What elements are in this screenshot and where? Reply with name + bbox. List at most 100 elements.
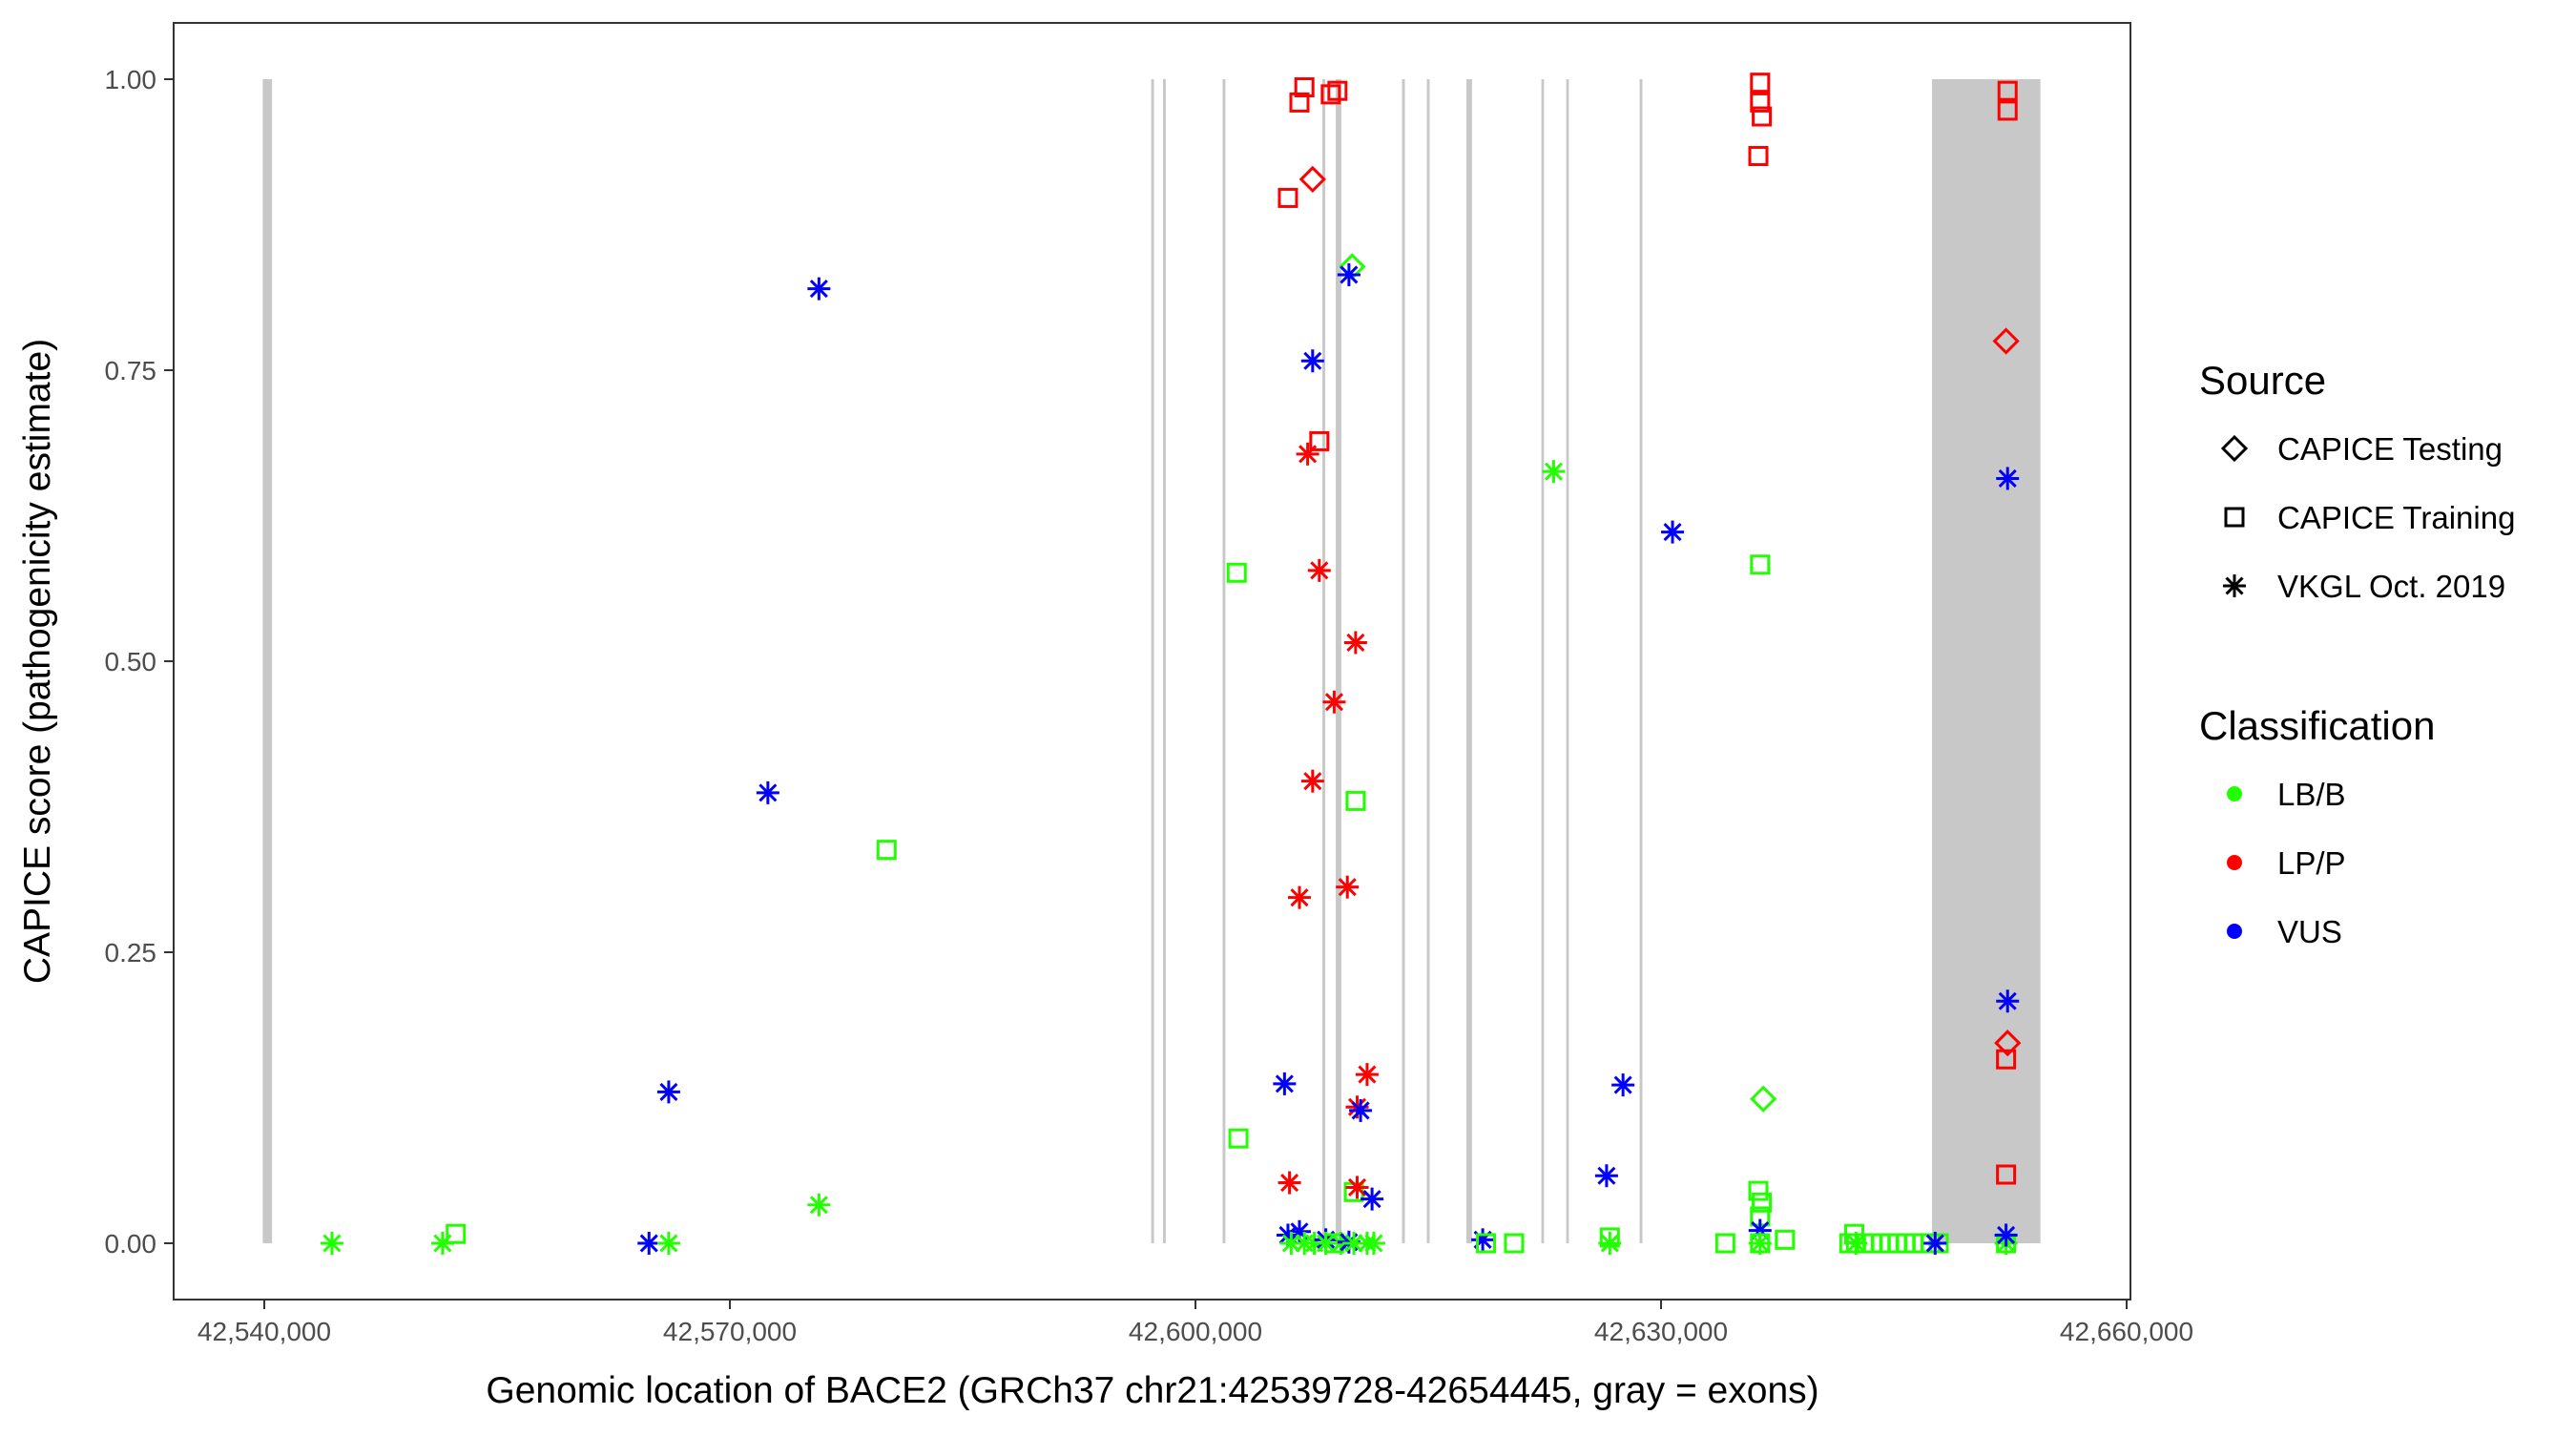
square-marker: [1714, 1233, 1735, 1254]
asterisk-stroke: [758, 783, 778, 802]
data-point-square: [1278, 187, 1298, 208]
y-axis-title: CAPICE score (pathogenicity estimate): [17, 339, 58, 984]
data-point-asterisk: [1349, 1098, 1373, 1122]
data-point-asterisk: [1345, 1176, 1369, 1199]
asterisk-stroke: [1324, 693, 1343, 712]
square-marker: [1228, 1128, 1249, 1149]
data-point-square: [1294, 77, 1315, 98]
legend-classification-title: Classification: [2199, 703, 2435, 748]
data-point-diamond: [1298, 165, 1326, 194]
square-marker: [1997, 80, 2018, 101]
asterisk-stroke: [1303, 351, 1322, 370]
data-point-square: [1752, 106, 1773, 127]
legend-source-label: CAPICE Testing: [2277, 431, 2503, 467]
asterisk-stroke: [1663, 523, 1682, 542]
data-point-square: [1752, 1192, 1773, 1213]
asterisk-stroke: [1364, 1234, 1383, 1253]
square-marker: [1320, 84, 1341, 105]
asterisk-stroke: [1751, 1234, 1770, 1253]
legend-class-label: VUS: [2277, 914, 2342, 949]
data-point-asterisk: [1471, 1228, 1495, 1252]
legend-color-dot: [2227, 786, 2242, 801]
asterisk-stroke: [659, 1234, 678, 1253]
y-tick-label: 0.00: [105, 1229, 157, 1259]
data-point-square: [1775, 1229, 1796, 1250]
asterisk-stroke: [1310, 561, 1329, 580]
data-point-square: [876, 840, 897, 861]
data-point-asterisk: [1322, 690, 1346, 714]
asterisk-stroke: [1544, 462, 1563, 481]
legend-color-dot: [2227, 924, 2242, 939]
data-points: [320, 73, 2022, 1255]
legend-source-label: VKGL Oct. 2019: [2277, 569, 2505, 604]
data-point-diamond: [1750, 1085, 1777, 1113]
data-point-asterisk: [1337, 262, 1361, 286]
asterisk-stroke: [1358, 1065, 1377, 1084]
data-point-asterisk: [637, 1232, 661, 1255]
square-marker: [1226, 562, 1247, 583]
data-point-asterisk: [656, 1080, 680, 1104]
asterisk-stroke: [1346, 633, 1365, 653]
exon-band: [1426, 79, 1430, 1243]
data-point-square: [1289, 92, 1310, 113]
square-marker: [1775, 1229, 1796, 1250]
square-marker: [1278, 187, 1298, 208]
legend-key-diamond: [2220, 434, 2249, 463]
asterisk-stroke: [1275, 1074, 1294, 1093]
legend-class-label: LP/P: [2277, 845, 2346, 881]
legend-source-title: Source: [2199, 358, 2326, 403]
asterisk-stroke: [1600, 1234, 1619, 1253]
legend-key-square: [2224, 507, 2245, 528]
data-point-asterisk: [1661, 520, 1685, 544]
square-marker: [1289, 92, 1310, 113]
data-point-square: [1750, 73, 1771, 94]
square-marker: [1997, 100, 2018, 121]
asterisk-stroke: [1340, 265, 1359, 284]
asterisk-stroke: [1280, 1174, 1299, 1193]
data-point-asterisk: [1361, 1232, 1385, 1255]
data-point-square: [1750, 554, 1771, 575]
data-point-square: [1748, 1180, 1769, 1201]
exon-band: [1222, 79, 1226, 1243]
square-marker: [1476, 1233, 1497, 1254]
asterisk-stroke: [1613, 1075, 1632, 1094]
square-marker: [1996, 1164, 2017, 1185]
asterisk-stroke: [1351, 1101, 1370, 1120]
exon-band: [262, 79, 273, 1243]
diamond-marker: [1298, 165, 1326, 194]
square-marker: [1309, 430, 1330, 451]
data-point-asterisk: [1355, 1063, 1379, 1087]
asterisk-stroke: [1997, 1225, 2016, 1245]
exon-band: [1402, 79, 1405, 1243]
data-point-asterisk: [1307, 558, 1331, 582]
x-axis: 42,540,000 42,570,000 42,600,000 42,630,000…: [197, 1300, 2193, 1346]
asterisk-stroke: [1998, 468, 2017, 489]
x-tick-label: 42,600,000: [1129, 1317, 1262, 1346]
data-point-square: [1996, 1049, 2017, 1070]
exon-band: [1541, 79, 1545, 1243]
asterisk-stroke: [1347, 1177, 1367, 1197]
exon-band: [1566, 79, 1569, 1243]
asterisk-stroke: [1998, 991, 2017, 1010]
square-marker: [2224, 507, 2245, 528]
asterisk-stroke: [659, 1082, 678, 1101]
data-point-asterisk: [1342, 1232, 1366, 1255]
square-marker: [446, 1223, 467, 1244]
square-marker: [1752, 106, 1773, 127]
data-point-square: [1476, 1233, 1497, 1254]
data-point-asterisk: [1300, 349, 1324, 373]
data-point-asterisk: [1923, 1232, 1947, 1255]
exon-band: [1322, 79, 1325, 1243]
data-point-square: [1228, 1128, 1249, 1149]
exon-band: [1151, 79, 1154, 1243]
exon-band: [1163, 79, 1166, 1243]
asterisk-stroke: [1281, 1234, 1300, 1253]
legend-class-label: LB/B: [2277, 777, 2346, 812]
data-point-square: [1748, 146, 1769, 167]
data-point-asterisk: [1611, 1073, 1635, 1097]
data-point-asterisk: [320, 1232, 343, 1255]
data-point-asterisk: [1300, 769, 1324, 793]
data-point-asterisk: [1336, 875, 1360, 899]
data-point-asterisk: [1748, 1232, 1772, 1255]
